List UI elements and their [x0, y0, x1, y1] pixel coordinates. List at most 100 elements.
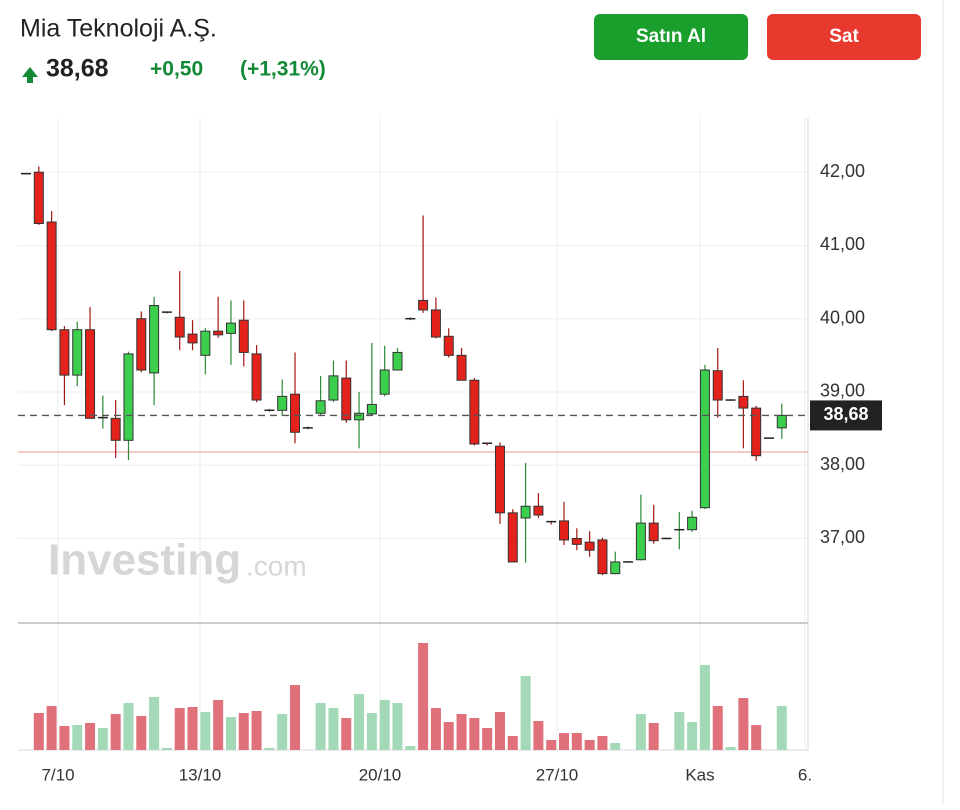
- volume-bar: [546, 740, 557, 750]
- sell-button[interactable]: [767, 14, 921, 60]
- volume-bar: [33, 713, 44, 750]
- candle-body: [136, 318, 147, 371]
- candle-body: [533, 505, 544, 516]
- volume-bar: [341, 718, 352, 750]
- volume-bar: [110, 714, 121, 750]
- price: 38,68: [46, 55, 109, 83]
- volume-bar: [635, 714, 646, 750]
- watermark-brand: Investing: [48, 536, 241, 585]
- volume-bar: [277, 714, 288, 750]
- volume-bar: [418, 643, 429, 750]
- last-price-tag: [810, 400, 882, 431]
- volume-bar: [200, 712, 211, 750]
- candle-body: [687, 516, 698, 531]
- volume-bar: [751, 725, 762, 750]
- candle-body: [494, 445, 505, 514]
- candle-body: [187, 333, 198, 344]
- volume-bar: [507, 736, 518, 750]
- candle-body: [635, 522, 646, 561]
- volume-bar: [315, 703, 326, 750]
- volume-bar: [149, 697, 160, 750]
- candle-body: [46, 221, 57, 331]
- candle-body: [776, 414, 787, 429]
- up-arrow: [22, 67, 38, 83]
- volume-bar: [290, 685, 301, 750]
- candle-body: [379, 369, 390, 395]
- volume-bar: [46, 706, 57, 750]
- sell-label[interactable]: Sat: [829, 26, 859, 47]
- volume-bar: [392, 703, 403, 750]
- volume-bar: [559, 733, 570, 750]
- volume-bar: [213, 700, 224, 750]
- y-tick-label: 41,00: [820, 234, 865, 254]
- volume-bar: [520, 676, 531, 750]
- volume-bar: [187, 707, 198, 750]
- candle-body: [559, 520, 570, 541]
- chart: Investing .com 7/10 13/10 20/10 27/10 Kas 6. 3…: [18, 118, 882, 784]
- volume-bar: [469, 718, 480, 750]
- volume-bar: [776, 706, 787, 750]
- candle-body: [366, 403, 377, 415]
- candle-body: [110, 417, 121, 441]
- candle-body: [699, 369, 710, 509]
- candle-body: [277, 395, 288, 411]
- volume-bar: [443, 722, 454, 750]
- watermark-suffix: .com: [246, 550, 307, 581]
- volume-bar: [712, 706, 723, 750]
- volume-bar: [72, 725, 83, 750]
- candle-body: [225, 322, 236, 334]
- volume-bar: [123, 703, 134, 750]
- candle-body: [392, 351, 403, 371]
- candle-body: [597, 539, 608, 575]
- candle-body: [174, 316, 185, 338]
- candle-body: [456, 354, 467, 381]
- x-tick-label: 7/10: [41, 765, 74, 784]
- volume-bar: [456, 714, 467, 750]
- candle-body: [507, 512, 518, 563]
- volume-bar: [85, 723, 96, 750]
- candle-body: [584, 541, 595, 551]
- volume-bar: [136, 716, 147, 750]
- candle-body: [712, 370, 723, 401]
- volume-bar: [354, 694, 365, 750]
- candle-body: [443, 335, 454, 356]
- volume-bar: [494, 712, 505, 750]
- volume-bar: [482, 728, 493, 750]
- volume-bar: [674, 712, 685, 750]
- volume-bar: [430, 708, 441, 750]
- candle-body: [290, 393, 301, 433]
- candle-body: [59, 329, 70, 376]
- x-tick-label: Kas: [685, 765, 714, 784]
- volume-bar: [687, 722, 698, 750]
- volume-bar: [251, 711, 262, 750]
- volume-bar: [699, 665, 710, 750]
- volume-bar: [597, 736, 608, 750]
- x-tick-label: 20/10: [359, 765, 402, 784]
- candle-body: [430, 309, 441, 338]
- buy-button[interactable]: [594, 14, 748, 60]
- candle-body: [213, 330, 224, 336]
- candle-body: [238, 319, 249, 353]
- y-tick-label: 42,00: [820, 161, 865, 181]
- candle-body: [85, 329, 96, 419]
- x-tick-label: 13/10: [179, 765, 222, 784]
- volume-bar: [648, 723, 659, 750]
- candle-body: [200, 330, 211, 356]
- change-pct: (+1,31%): [240, 58, 326, 81]
- volume-bar: [161, 748, 172, 750]
- change: +0,50: [150, 58, 203, 81]
- last-price-label: 38,68: [823, 404, 868, 424]
- volume-bar: [328, 708, 339, 750]
- candle-body: [123, 353, 134, 441]
- candle-body: [315, 400, 326, 414]
- buy-label[interactable]: Satın Al: [636, 26, 706, 47]
- candle-body: [571, 537, 582, 545]
- x-tick-label: 6.: [798, 765, 812, 784]
- volume-bar: [405, 746, 416, 750]
- volume-bar: [174, 708, 185, 750]
- candle-body: [149, 305, 160, 374]
- volume-bar: [225, 717, 236, 750]
- candle-body: [751, 407, 762, 457]
- candle-body: [418, 299, 429, 311]
